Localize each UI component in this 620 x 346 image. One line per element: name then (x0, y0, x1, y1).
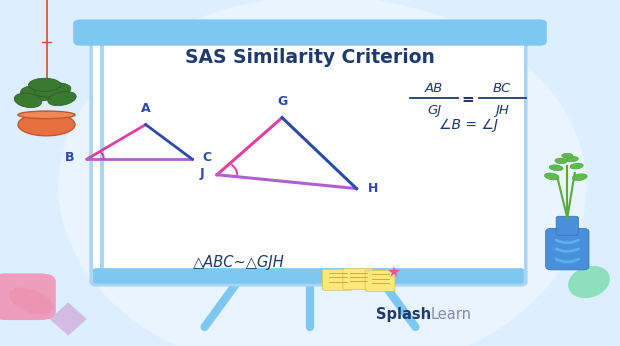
FancyBboxPatch shape (93, 268, 524, 284)
Ellipse shape (544, 173, 559, 180)
Ellipse shape (549, 165, 563, 171)
Ellipse shape (568, 266, 610, 298)
Text: A: A (141, 102, 151, 115)
Ellipse shape (48, 91, 76, 106)
Text: J: J (200, 167, 205, 180)
FancyArrowPatch shape (556, 240, 578, 243)
FancyBboxPatch shape (365, 270, 395, 291)
Ellipse shape (35, 83, 71, 97)
Polygon shape (50, 302, 87, 336)
Ellipse shape (18, 113, 75, 136)
Text: C: C (202, 151, 211, 164)
Text: AB: AB (425, 82, 443, 95)
Text: H: H (368, 182, 378, 195)
Ellipse shape (555, 158, 567, 164)
Ellipse shape (9, 288, 53, 315)
FancyBboxPatch shape (73, 19, 547, 46)
Text: G: G (277, 95, 287, 108)
FancyBboxPatch shape (546, 228, 589, 270)
Text: BC: BC (493, 82, 512, 95)
Ellipse shape (14, 93, 42, 108)
FancyArrowPatch shape (556, 249, 578, 252)
Text: SAS Similarity Criterion: SAS Similarity Criterion (185, 48, 435, 66)
Text: Splash: Splash (376, 307, 431, 322)
Text: B: B (65, 151, 74, 164)
FancyBboxPatch shape (556, 216, 578, 235)
FancyBboxPatch shape (322, 269, 352, 290)
Text: GJ: GJ (427, 104, 441, 117)
FancyBboxPatch shape (91, 30, 526, 285)
Text: Learn: Learn (431, 307, 472, 322)
FancyBboxPatch shape (343, 268, 373, 290)
Ellipse shape (566, 156, 578, 162)
Ellipse shape (59, 0, 586, 346)
Ellipse shape (562, 153, 573, 158)
FancyBboxPatch shape (0, 273, 56, 320)
FancyArrowPatch shape (556, 259, 578, 262)
Ellipse shape (18, 111, 75, 119)
Ellipse shape (29, 78, 61, 91)
Ellipse shape (20, 86, 54, 101)
Text: =: = (462, 92, 474, 107)
Text: ∠B = ∠J: ∠B = ∠J (438, 118, 498, 132)
Text: △ABC∼△GJH: △ABC∼△GJH (193, 255, 285, 270)
Ellipse shape (570, 163, 583, 169)
Text: JH: JH (495, 104, 509, 117)
Ellipse shape (572, 174, 587, 181)
